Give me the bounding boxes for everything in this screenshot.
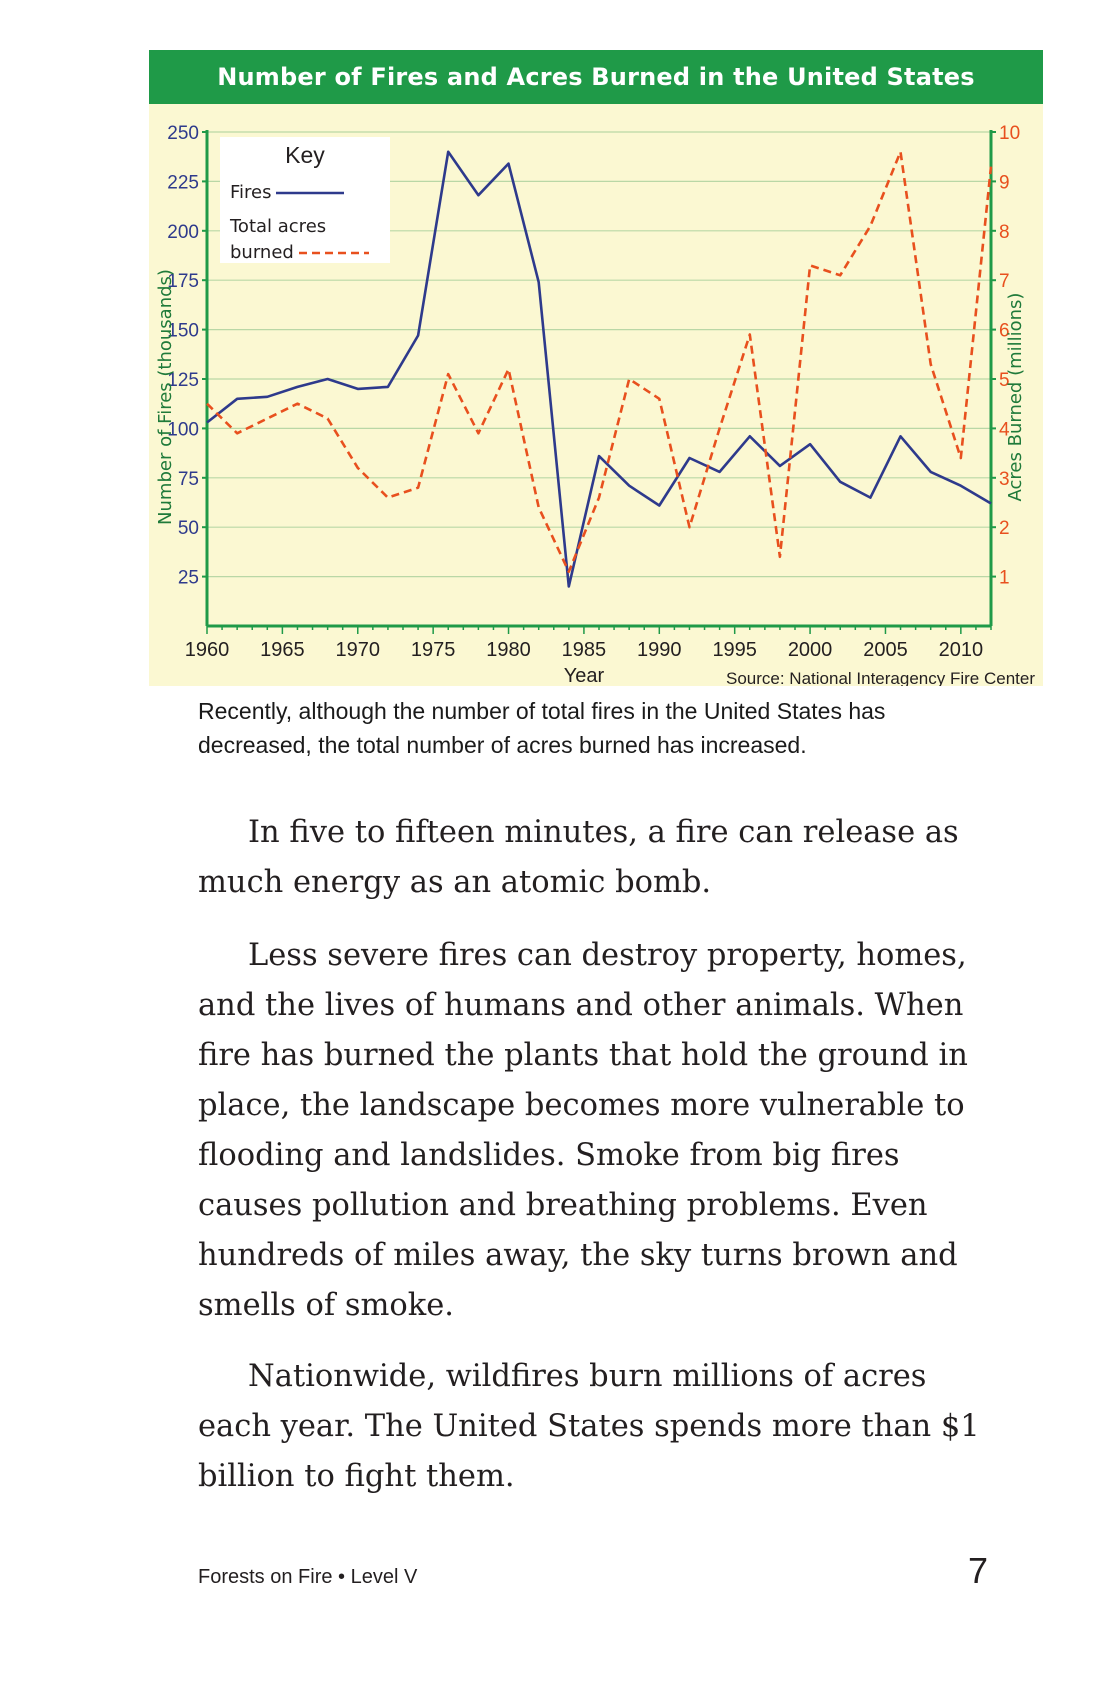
chart-source: Source: National Interagency Fire Center [726, 669, 1035, 686]
x-tick-label: 1960 [185, 639, 230, 661]
legend-title: Key [285, 142, 325, 168]
legend-box [220, 137, 390, 263]
x-tick-label: 2005 [863, 639, 908, 661]
y2-tick-label: 4 [999, 419, 1010, 440]
grid-lines [207, 131, 991, 578]
x-tick-label: 1965 [260, 639, 305, 661]
chart-legend: Key Fires Total acres burned [220, 137, 390, 263]
chart-title-banner: Number of Fires and Acres Burned in the … [149, 50, 1043, 104]
y2-tick-label: 6 [999, 321, 1010, 342]
y2-tick-label: 5 [999, 370, 1010, 391]
x-tick-label: 2000 [788, 639, 833, 661]
chart-panel: 25 50 75 100 125 150 175 200 225 250 1 2 3 4 5 6 7 8 9 10 19… [149, 104, 1043, 686]
y-tick-label: 150 [167, 321, 199, 342]
x-tick-label: 1980 [486, 639, 531, 661]
y2-tick-label: 2 [999, 518, 1010, 539]
y-tick-label: 50 [178, 518, 199, 539]
x-axis-title: Year [564, 665, 605, 686]
y2-tick-label: 3 [999, 469, 1010, 490]
body-paragraph-2: Less severe fires can destroy property, … [198, 931, 998, 1331]
fires-line [206, 150, 992, 588]
y-tick-label: 75 [178, 469, 199, 490]
legend-fires-label: Fires [230, 182, 272, 203]
y2-tick-label: 1 [999, 568, 1010, 589]
legend-acres-label-line2: burned [230, 242, 294, 263]
chart-title: Number of Fires and Acres Burned in the … [217, 63, 975, 91]
x-tick-label: 1975 [411, 639, 456, 661]
x-tick-label: 1970 [336, 639, 381, 661]
body-paragraph-1: In five to fifteen minutes, a fire can r… [198, 808, 998, 908]
x-tick-label: 1985 [562, 639, 607, 661]
y-tick-label: 100 [167, 419, 199, 440]
data-series [206, 150, 993, 588]
y-tick-label: 225 [167, 172, 199, 193]
x-tick-label: 1990 [637, 639, 682, 661]
legend-acres-label-line1: Total acres [229, 216, 326, 237]
body-paragraph-3: Nationwide, wildfires burn millions of a… [198, 1352, 998, 1502]
y2-tick-label: 9 [999, 172, 1010, 193]
y2-tick-label: 10 [999, 123, 1020, 144]
fires-acres-line-chart: 25 50 75 100 125 150 175 200 225 250 1 2 3 4 5 6 7 8 9 10 19… [155, 123, 1035, 686]
y-tick-label: 25 [178, 568, 199, 589]
paragraph-text: In five to fifteen minutes, a fire can r… [198, 815, 959, 900]
page-number: 7 [968, 1550, 989, 1591]
y-tick-label: 200 [167, 222, 199, 243]
paragraph-text: Less severe fires can destroy property, … [198, 938, 968, 1323]
x-tick-label: 2010 [939, 639, 984, 661]
y-tick-label: 175 [167, 271, 199, 292]
footer-book-title: Forests on Fire • Level V [198, 1566, 418, 1588]
axis-ticks: 25 50 75 100 125 150 175 200 225 250 1 2 3 4 5 6 7 8 9 10 19… [167, 123, 1020, 661]
y-tick-label: 125 [167, 370, 199, 391]
x-tick-label: 1995 [712, 639, 757, 661]
y2-tick-label: 7 [999, 271, 1010, 292]
right-axis-title: Acres Burned (millions) [1005, 293, 1026, 502]
left-axis-title: Number of Fires (thousands) [155, 269, 176, 525]
y2-tick-label: 8 [999, 222, 1010, 243]
y-tick-label: 250 [167, 123, 199, 144]
chart-caption: Recently, although the number of total f… [198, 698, 886, 758]
paragraph-text: Nationwide, wildfires burn millions of a… [198, 1359, 980, 1494]
acres-burned-line [206, 150, 993, 574]
